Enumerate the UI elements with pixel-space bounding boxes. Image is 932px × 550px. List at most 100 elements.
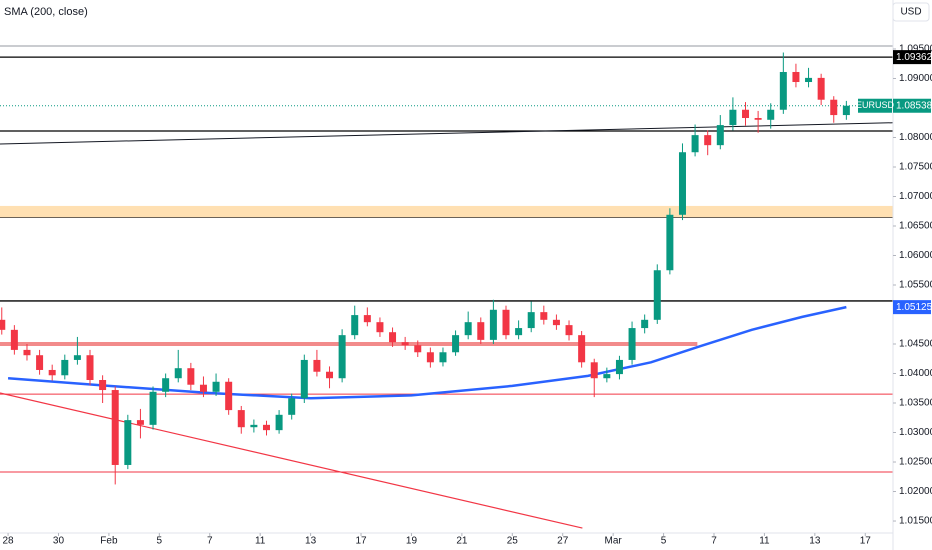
candle-body [477,322,485,340]
candle-body [237,410,245,428]
x-tick-label: 5 [157,536,163,547]
candle-body [653,270,661,320]
y-tick-label: 1.04500 [899,339,932,350]
candle-body [552,319,560,326]
y-tick-label: 1.03000 [899,427,932,438]
symbol-label: EURUSD [856,100,895,110]
x-tick-label: 21 [456,536,468,547]
candle-body [842,105,850,116]
sma-price-label: 1.05125 [896,302,932,313]
candle-body [452,335,460,353]
candle-body [136,420,144,425]
candle-body [389,332,397,343]
x-tick-label: 7 [207,536,213,547]
candle-body [363,315,371,323]
x-tick-label: 17 [860,536,872,547]
candle-body [48,369,56,376]
candle-body [187,368,195,385]
candle-body [830,99,838,116]
y-tick-label: 1.07000 [899,191,932,202]
candle-body [275,414,283,431]
y-tick-label: 1.08000 [899,132,932,143]
candle-body [590,362,598,379]
level-price-label: 1.09362 [896,52,932,63]
y-tick-label: 1.03500 [899,398,932,409]
candle-body [716,125,724,146]
x-tick-label: Mar [605,536,623,547]
candle-body [729,109,737,126]
candle-body [704,135,712,146]
candle-body [502,309,510,336]
candle-body [351,315,359,336]
candle-body [111,390,119,465]
candle-body [86,355,94,380]
currency-box[interactable] [892,2,930,22]
x-tick-label: Feb [100,536,118,547]
x-tick-label: 13 [809,536,821,547]
zone [0,205,893,218]
candle-body [817,77,825,100]
candle-body [23,349,31,356]
candle-body [439,352,447,363]
candle-body [124,420,132,465]
y-tick-label: 1.06000 [899,250,932,261]
y-tick-label: 1.05500 [899,280,932,291]
candle-body [805,77,813,83]
candle-body [61,359,69,376]
x-tick-label: 30 [53,536,65,547]
candle-body [515,328,523,336]
x-tick-label: 25 [507,536,519,547]
x-tick-label: 11 [759,536,770,547]
candle-body [73,355,81,360]
y-tick-label: 1.06500 [899,221,932,232]
candle-body [10,329,18,350]
candle-body [565,325,573,336]
candle-body [779,71,787,110]
candle-body [464,322,472,336]
candle-body [414,345,422,353]
candle-body [603,374,611,379]
y-tick-label: 1.01500 [899,516,932,527]
x-tick-label: 28 [3,536,15,547]
last-price-label: 1.08538 [896,100,932,111]
candle-body [199,384,207,392]
indicator-label: SMA (200, close) [4,6,88,18]
x-tick-label: 17 [355,536,367,547]
candle-body [313,359,321,372]
x-tick-label: 13 [305,536,317,547]
candle-body [628,328,636,360]
candle-body [262,424,270,431]
candle-body [225,381,233,411]
x-tick-label: 27 [557,536,569,547]
candle-body [691,135,699,153]
candle-body [426,352,434,363]
trendline [0,392,583,529]
y-tick-label: 1.09500 [899,44,932,55]
candle-body [0,319,6,330]
trendline [0,122,894,145]
candle-body [376,322,384,333]
candle-body [792,71,800,83]
y-tick-label: 1.02500 [899,457,932,468]
sma-line [7,305,847,400]
candle-body [678,152,686,215]
candle-body [578,335,586,363]
candle-body [326,371,334,379]
candle-body [250,424,258,428]
level-price-label-box [893,50,931,65]
x-tick-label: 7 [711,536,717,547]
candle-body [767,109,775,120]
axes: 1.09500 1.09000 1.08000 1.07500 1.07000 1.065… [3,44,932,547]
candle-body [754,118,762,120]
candle-body [742,109,750,119]
candle-body [338,335,346,379]
candle-body [540,312,548,320]
y-tick-label: 1.02000 [899,486,932,497]
candle-body [300,359,308,399]
plot-area [0,45,894,529]
x-tick-label: 11 [255,536,266,547]
sma-price-label-box [893,300,931,315]
candle-body [666,214,674,271]
